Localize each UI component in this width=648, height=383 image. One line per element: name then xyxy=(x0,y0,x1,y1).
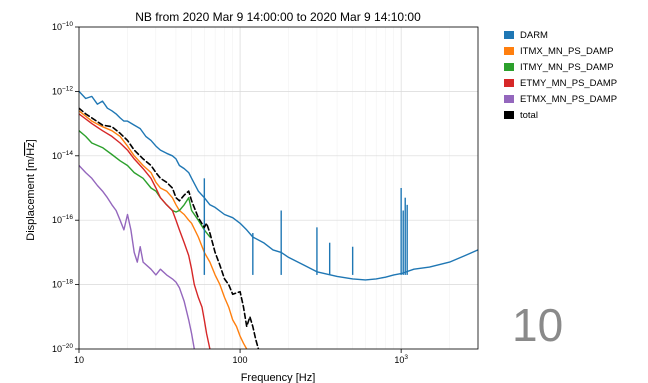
legend-label: ITMX_MN_PS_DAMP xyxy=(520,46,613,57)
page-number: 10 xyxy=(512,299,564,351)
y-tick-label: 10−20 xyxy=(52,343,73,354)
series-line-etmx-mn-ps-damp xyxy=(79,164,195,349)
y-axis-label-end: ] xyxy=(25,139,37,142)
legend-label: total xyxy=(520,110,538,121)
y-tick-label: 10−16 xyxy=(52,214,73,225)
y-tick-label: 10−10 xyxy=(52,21,73,32)
series-layer xyxy=(79,90,478,349)
y-tick-label: 10−12 xyxy=(52,85,73,96)
y-axis-label-main: Displacement [m/ xyxy=(25,155,37,241)
series-line-etmy-mn-ps-damp xyxy=(79,113,211,349)
legend-swatch xyxy=(504,111,514,119)
series-line-itmx-mn-ps-damp xyxy=(79,110,248,349)
x-tick-label: 10 xyxy=(74,355,84,365)
legend-swatch xyxy=(504,31,514,39)
legend-label: ITMY_MN_PS_DAMP xyxy=(520,62,613,73)
x-tick-label: 100 xyxy=(233,355,248,365)
chart-title: NB from 2020 Mar 9 14:00:00 to 2020 Mar … xyxy=(135,10,421,24)
legend-label: ETMY_MN_PS_DAMP xyxy=(520,78,617,89)
svg-text:Displacement [m/Hz]: Displacement [m/Hz] xyxy=(25,139,37,241)
y-tick-label: 10−18 xyxy=(52,279,73,290)
plot-frame xyxy=(78,26,479,350)
legend-swatch xyxy=(504,79,514,87)
y-axis-label: Displacement [m/Hz] xyxy=(25,139,37,241)
y-tick-label: 10−14 xyxy=(52,150,73,161)
legend-swatch xyxy=(504,63,514,71)
y-axis-label-root: Hz xyxy=(25,142,37,155)
grid-lines xyxy=(78,26,479,350)
x-tick-label: 103 xyxy=(394,354,408,365)
series-line-total xyxy=(79,107,260,349)
legend-swatch xyxy=(504,95,514,103)
legend: DARM ITMX_MN_PS_DAMP ITMY_MN_PS_DAMP ETMY_M… xyxy=(504,30,617,121)
legend-label: DARM xyxy=(520,30,548,41)
x-axis-ticks: 10 100 103 xyxy=(74,349,408,365)
x-axis-label: Frequency [Hz] xyxy=(241,372,316,383)
legend-label: ETMX_MN_PS_DAMP xyxy=(520,94,617,105)
legend-swatch xyxy=(504,47,514,55)
y-axis-ticks: 10−20 10−18 10−16 10−14 10−12 10−10 xyxy=(52,21,79,354)
